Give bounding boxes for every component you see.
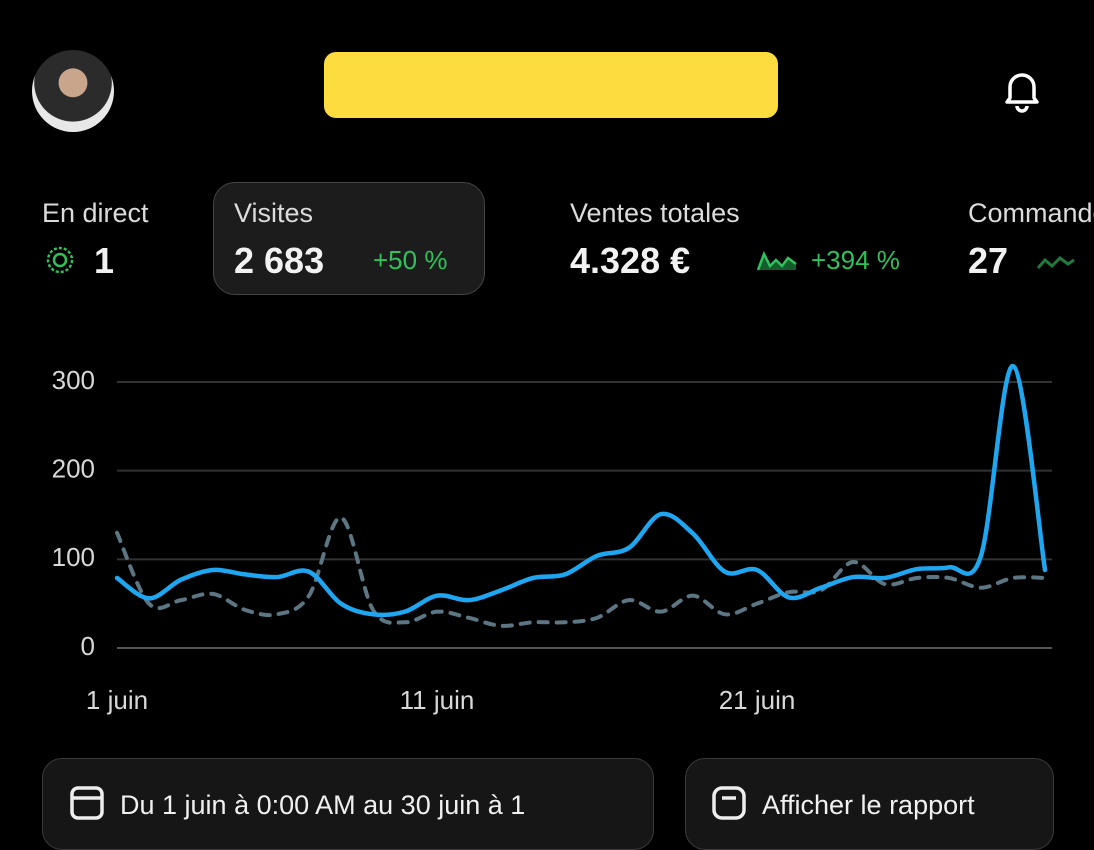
stat-label: Commandes xyxy=(968,198,1094,228)
y-tick-label: 300 xyxy=(52,365,95,395)
y-tick-label: 200 xyxy=(52,454,95,484)
y-tick-label: 100 xyxy=(52,542,95,572)
y-tick-label: 0 xyxy=(81,631,95,661)
comparison-line xyxy=(115,515,1047,628)
live-icon xyxy=(46,246,74,274)
calendar-icon xyxy=(70,786,104,820)
stat-value: 1 xyxy=(94,240,115,281)
x-tick-label: 1 juin xyxy=(86,685,148,715)
stat-change: +50 % xyxy=(373,245,448,275)
report-icon xyxy=(712,786,746,820)
x-tick-label: 11 juin xyxy=(400,685,475,715)
redacted-title xyxy=(324,52,778,118)
stat-change: +394 % xyxy=(811,245,900,275)
stat-card[interactable] xyxy=(213,182,485,295)
notification-bell[interactable] xyxy=(996,64,1048,116)
stat-label: Ventes totales xyxy=(570,198,740,228)
sparkline-icon xyxy=(1036,256,1075,269)
series-line xyxy=(114,363,1048,618)
stat-label: En direct xyxy=(42,198,149,228)
x-tick-label: 21 juin xyxy=(719,685,796,715)
stat-value: 27 xyxy=(968,240,1009,281)
stat-value: 2 683 xyxy=(234,240,325,281)
sparkline-icon xyxy=(756,250,797,271)
page: En direct 1 Visites 2 683 +50 % Ventes t… xyxy=(32,50,1094,850)
avatar[interactable] xyxy=(32,50,114,132)
stat-label: Visites xyxy=(234,198,314,228)
stat-value: 4.328 € xyxy=(570,240,691,281)
chart: 0 100 200 300 1 juin 11 juin 21 juin xyxy=(52,363,1052,715)
